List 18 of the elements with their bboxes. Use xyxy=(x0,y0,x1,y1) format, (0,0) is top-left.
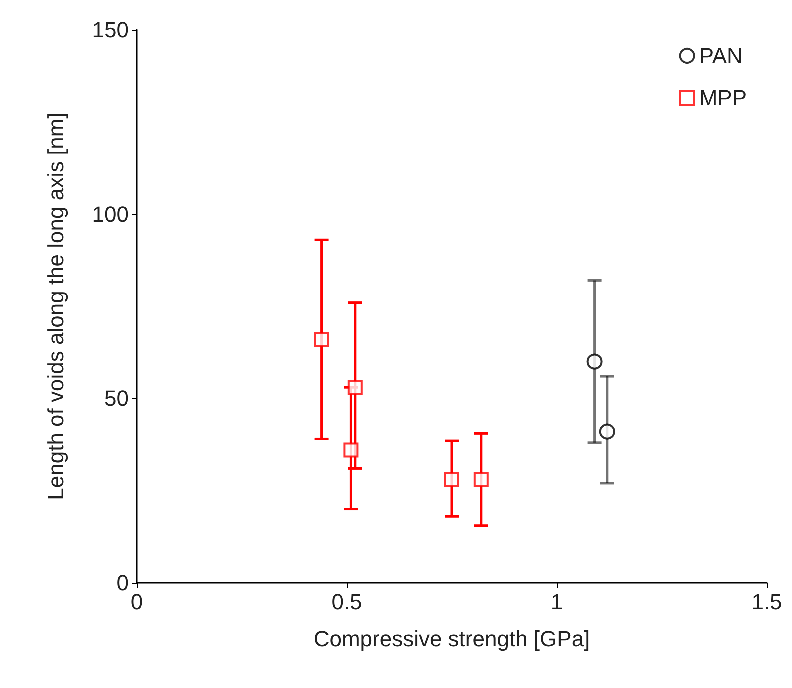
y-axis-title: Length of voids along the long axis [nm] xyxy=(44,112,68,500)
y-tick-label: 100 xyxy=(92,202,129,227)
x-tick-label: 1.5 xyxy=(752,590,782,614)
point xyxy=(474,472,489,488)
x-tick-label: 0.5 xyxy=(332,590,362,614)
legend-label: PAN xyxy=(699,44,743,68)
point xyxy=(586,354,603,370)
point xyxy=(344,442,359,458)
point xyxy=(314,332,330,348)
legend-label: MPP xyxy=(699,86,748,110)
point xyxy=(348,380,363,396)
y-tick-label: 50 xyxy=(104,386,129,412)
x-axis-title: Compressive strength [GPa] xyxy=(314,626,590,652)
y-tick-label: 150 xyxy=(92,18,129,42)
point xyxy=(599,424,616,440)
y-tick-label: 0 xyxy=(116,570,129,596)
x-tick-label: 1 xyxy=(550,590,564,614)
point xyxy=(444,472,460,488)
